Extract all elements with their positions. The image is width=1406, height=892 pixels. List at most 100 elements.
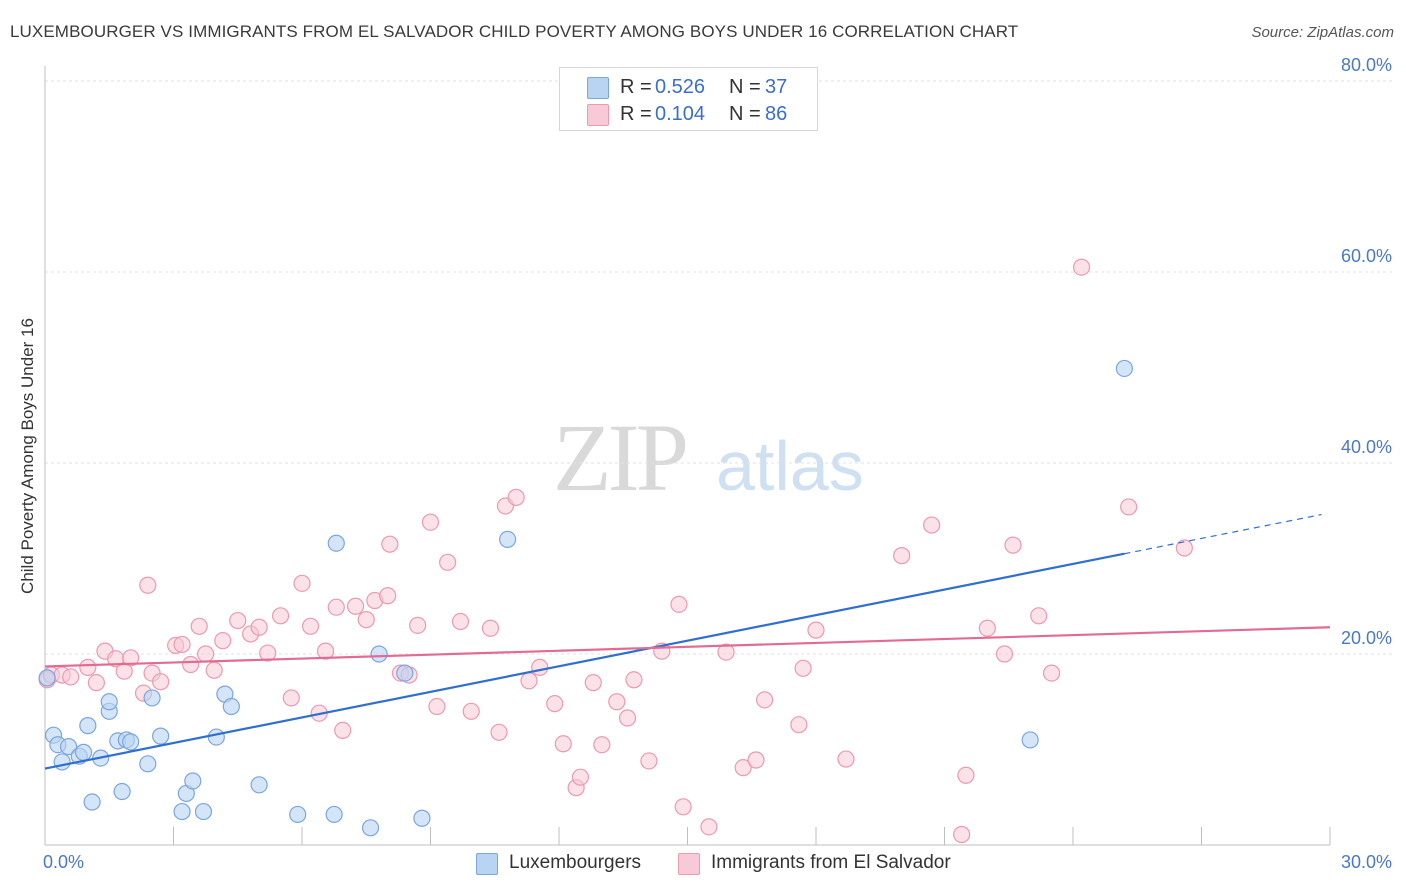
data-point-el-salvador bbox=[190, 617, 208, 635]
data-point-luxembourgers bbox=[413, 809, 431, 827]
data-point-el-salvador bbox=[451, 612, 470, 631]
y-tick-label: 80.0% bbox=[1340, 55, 1392, 75]
data-point-el-salvador bbox=[571, 768, 590, 786]
data-point-el-salvador bbox=[421, 513, 440, 531]
data-point-el-salvador bbox=[316, 642, 335, 660]
data-point-luxembourgers bbox=[122, 733, 140, 751]
stats-legend: R = 0.526 N = 37 R = 0.104 N = 86 bbox=[559, 67, 818, 131]
x-tick-label-max: 30.0% bbox=[1340, 852, 1392, 872]
data-point-luxembourgers bbox=[38, 669, 56, 687]
data-point-luxembourgers bbox=[325, 805, 343, 824]
data-point-el-salvador bbox=[670, 595, 688, 613]
data-point-luxembourgers bbox=[370, 645, 388, 663]
data-point-el-salvador bbox=[428, 697, 446, 716]
trend-line-el-salvador bbox=[44, 626, 1331, 668]
data-point-el-salvador bbox=[700, 818, 718, 836]
data-point-luxembourgers bbox=[207, 728, 225, 746]
data-point-el-salvador bbox=[182, 655, 200, 674]
trend-line-luxembourgers bbox=[44, 552, 1125, 770]
data-point-el-salvador bbox=[618, 709, 637, 727]
data-point-el-salvador bbox=[346, 597, 365, 615]
data-point-luxembourgers bbox=[396, 664, 414, 682]
data-point-el-salvador bbox=[640, 752, 658, 770]
data-point-luxembourgers bbox=[83, 793, 101, 811]
data-point-el-salvador bbox=[205, 661, 223, 679]
x-tick-label-min: 0.0% bbox=[43, 852, 85, 872]
data-point-el-salvador bbox=[152, 673, 170, 691]
chart-title: LUXEMBOURGER VS IMMIGRANTS FROM EL SALVA… bbox=[10, 22, 1019, 41]
data-point-el-salvador bbox=[1004, 536, 1022, 554]
legend-n-label: N = bbox=[729, 103, 761, 125]
data-point-el-salvador bbox=[379, 587, 397, 605]
data-point-el-salvador bbox=[79, 658, 97, 676]
data-point-el-salvador bbox=[334, 721, 352, 740]
legend-n-label: N = bbox=[729, 76, 761, 98]
data-point-luxembourgers bbox=[1021, 731, 1039, 749]
data-point-el-salvador bbox=[957, 766, 975, 784]
data-point-el-salvador bbox=[293, 574, 311, 592]
data-point-luxembourgers bbox=[53, 753, 71, 771]
data-point-el-salvador bbox=[462, 702, 480, 720]
legend-r-label: R = bbox=[620, 76, 652, 98]
data-point-luxembourgers bbox=[152, 727, 170, 745]
data-point-luxembourgers bbox=[184, 772, 202, 790]
data-point-el-salvador bbox=[197, 645, 215, 663]
data-point-luxembourgers bbox=[1115, 359, 1134, 378]
data-point-luxembourgers bbox=[222, 697, 240, 716]
data-point-el-salvador bbox=[978, 619, 996, 637]
trend-line-luxembourgers-extension bbox=[1124, 513, 1322, 555]
data-point-el-salvador bbox=[481, 619, 500, 637]
data-point-luxembourgers bbox=[79, 717, 97, 735]
data-point-el-salvador bbox=[439, 553, 457, 571]
data-point-el-salvador bbox=[734, 759, 752, 777]
data-point-el-salvador bbox=[953, 825, 971, 844]
legend-r-value: 0.526 bbox=[655, 76, 706, 98]
series-label: Luxembourgers bbox=[509, 852, 642, 873]
data-point-el-salvador bbox=[1030, 607, 1048, 625]
data-point-luxembourgers bbox=[361, 819, 380, 837]
data-point-el-salvador bbox=[301, 617, 320, 635]
data-point-luxembourgers bbox=[59, 738, 78, 756]
watermark-zip: ZIP bbox=[553, 404, 686, 511]
data-point-luxembourgers bbox=[327, 534, 345, 552]
data-point-el-salvador bbox=[893, 547, 911, 565]
data-point-el-salvador bbox=[357, 611, 375, 629]
series-swatch-pink bbox=[678, 853, 700, 875]
data-point-el-salvador bbox=[837, 750, 855, 768]
data-point-el-salvador bbox=[173, 635, 191, 654]
data-point-el-salvador bbox=[584, 674, 602, 692]
data-point-el-salvador bbox=[520, 672, 538, 690]
data-point-luxembourgers bbox=[289, 805, 307, 824]
data-point-el-salvador bbox=[1042, 664, 1061, 682]
data-point-el-salvador bbox=[327, 598, 345, 616]
data-point-el-salvador bbox=[507, 488, 525, 506]
data-point-luxembourgers bbox=[194, 802, 213, 821]
data-point-luxembourgers bbox=[139, 755, 157, 773]
data-point-luxembourgers bbox=[143, 689, 161, 707]
data-point-el-salvador bbox=[250, 618, 268, 636]
data-point-el-salvador bbox=[282, 689, 300, 707]
data-point-el-salvador bbox=[995, 645, 1014, 663]
data-point-el-salvador bbox=[531, 658, 549, 676]
legend-r-value: 0.104 bbox=[655, 103, 706, 125]
source-label: Source: ZipAtlas.com bbox=[1251, 24, 1394, 41]
y-tick-label: 40.0% bbox=[1340, 437, 1392, 457]
data-point-el-salvador bbox=[139, 576, 157, 594]
legend-n-value: 86 bbox=[765, 103, 788, 125]
data-point-luxembourgers bbox=[173, 802, 191, 821]
data-point-el-salvador bbox=[546, 695, 564, 713]
data-point-el-salvador bbox=[755, 691, 774, 709]
data-point-el-salvador bbox=[794, 659, 812, 677]
y-tick-label: 20.0% bbox=[1340, 628, 1392, 648]
data-point-el-salvador bbox=[87, 674, 106, 692]
legend-r-label: R = bbox=[620, 103, 652, 125]
data-point-el-salvador bbox=[747, 751, 765, 769]
data-point-luxembourgers bbox=[74, 743, 93, 761]
legend-swatch-blue bbox=[587, 77, 609, 99]
watermark-atlas: atlas bbox=[716, 427, 864, 505]
legend-n-value: 37 bbox=[765, 76, 788, 98]
data-point-el-salvador bbox=[271, 607, 290, 625]
data-point-el-salvador bbox=[674, 798, 692, 816]
data-point-el-salvador bbox=[229, 611, 247, 630]
